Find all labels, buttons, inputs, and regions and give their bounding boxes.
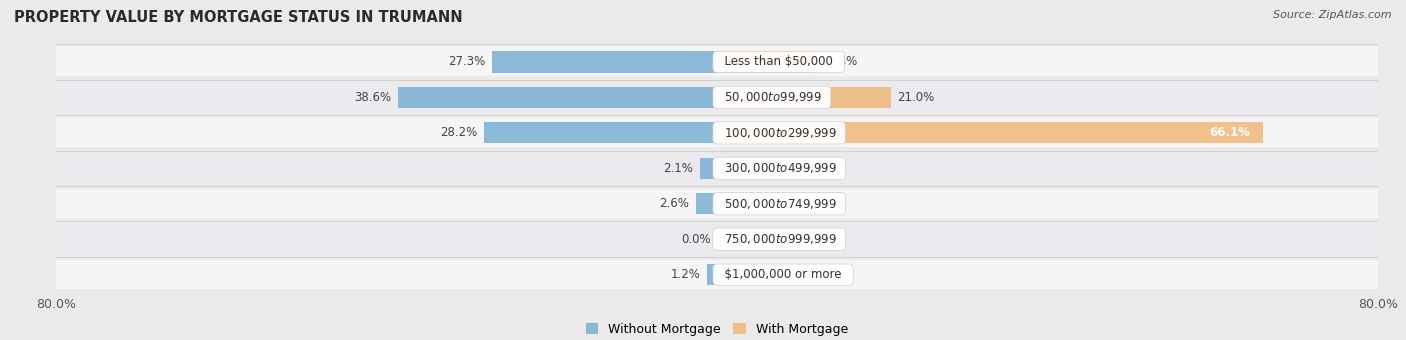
- Text: 2.6%: 2.6%: [659, 197, 689, 210]
- Text: 2.1%: 2.1%: [664, 162, 693, 175]
- Bar: [484, 122, 717, 143]
- Bar: [717, 158, 725, 179]
- Text: Less than $50,000: Less than $50,000: [717, 55, 841, 68]
- Text: Source: ZipAtlas.com: Source: ZipAtlas.com: [1274, 10, 1392, 20]
- Bar: [717, 122, 1263, 143]
- Text: 38.6%: 38.6%: [354, 91, 392, 104]
- Bar: [717, 51, 814, 72]
- Text: $300,000 to $499,999: $300,000 to $499,999: [717, 161, 842, 175]
- Text: 0.0%: 0.0%: [724, 233, 754, 246]
- Bar: [56, 260, 1378, 289]
- Bar: [700, 158, 717, 179]
- Bar: [56, 154, 1378, 183]
- Bar: [696, 193, 717, 215]
- Bar: [56, 83, 1378, 112]
- Bar: [707, 264, 717, 285]
- Bar: [56, 118, 1378, 147]
- Bar: [56, 225, 1378, 254]
- Bar: [398, 87, 717, 108]
- Text: 1.1%: 1.1%: [733, 162, 762, 175]
- Bar: [492, 51, 717, 72]
- Text: PROPERTY VALUE BY MORTGAGE STATUS IN TRUMANN: PROPERTY VALUE BY MORTGAGE STATUS IN TRU…: [14, 10, 463, 25]
- Bar: [56, 47, 1378, 76]
- Text: $1,000,000 or more: $1,000,000 or more: [717, 268, 849, 281]
- Text: $750,000 to $999,999: $750,000 to $999,999: [717, 232, 842, 246]
- Bar: [717, 87, 890, 108]
- Text: 11.8%: 11.8%: [821, 55, 859, 68]
- Text: 0.0%: 0.0%: [724, 268, 754, 281]
- Text: $500,000 to $749,999: $500,000 to $749,999: [717, 197, 842, 211]
- Text: 21.0%: 21.0%: [897, 91, 935, 104]
- Text: $100,000 to $299,999: $100,000 to $299,999: [717, 126, 841, 140]
- Legend: Without Mortgage, With Mortgage: Without Mortgage, With Mortgage: [581, 318, 853, 340]
- Text: 28.2%: 28.2%: [440, 126, 478, 139]
- Text: 0.0%: 0.0%: [681, 233, 710, 246]
- Bar: [56, 189, 1378, 218]
- Text: 27.3%: 27.3%: [447, 55, 485, 68]
- Text: $50,000 to $99,999: $50,000 to $99,999: [717, 90, 827, 104]
- Text: 1.2%: 1.2%: [671, 268, 700, 281]
- Text: 0.0%: 0.0%: [724, 197, 754, 210]
- Text: 66.1%: 66.1%: [1209, 126, 1251, 139]
